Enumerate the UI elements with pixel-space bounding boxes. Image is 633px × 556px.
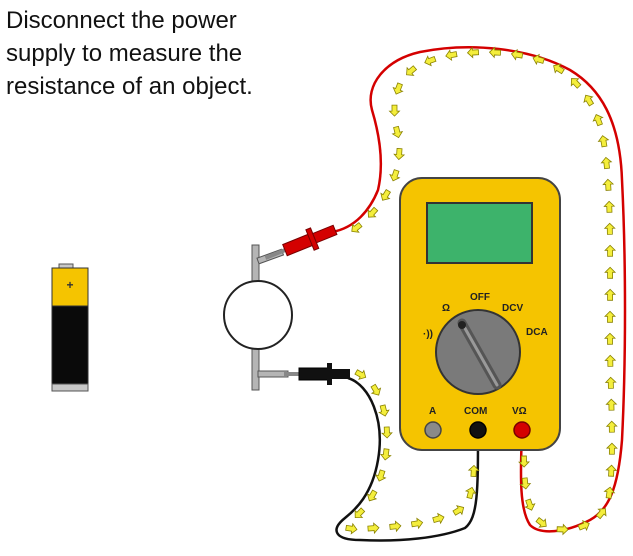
battery: + [51, 263, 89, 392]
black-probe [284, 363, 350, 385]
flow-arrow-icon [518, 455, 530, 468]
flow-arrow-icon [605, 398, 618, 411]
port-label-vohm: VΩ [512, 406, 527, 417]
flow-arrow-icon [524, 498, 536, 511]
flow-arrow-icon [605, 442, 618, 455]
flow-arrow-icon [604, 310, 616, 323]
dial-label-dcv: DCV [502, 303, 523, 314]
flow-arrow-icon [604, 354, 617, 367]
resistor-object [223, 244, 293, 391]
caption-line-1: Disconnect the power [6, 7, 237, 34]
flow-arrow-icon [380, 426, 393, 439]
multimeter-display [426, 202, 533, 264]
flow-arrow-icon [375, 469, 387, 482]
flow-arrow-icon [603, 200, 616, 213]
flow-arrow-icon [605, 420, 618, 433]
flow-arrow-icon [367, 206, 379, 218]
flow-arrow-icon [379, 448, 392, 461]
red-lead-wire [331, 46, 627, 533]
port-a[interactable] [424, 421, 442, 439]
flow-arrow-icon [392, 82, 404, 95]
instruction-caption: Disconnect the power supply to measure t… [6, 4, 336, 103]
flow-arrow-icon [603, 222, 616, 235]
dial-label-off: OFF [470, 292, 490, 303]
flow-arrow-icon [389, 169, 401, 182]
caption-line-2: supply to measure the [6, 40, 243, 67]
flow-arrow-icon [393, 148, 406, 161]
flow-arrow-icon [354, 369, 367, 380]
dial-label-ohm: Ω [442, 303, 450, 314]
flow-arrow-icon [388, 104, 401, 117]
flow-arrow-icon [389, 520, 402, 533]
flow-arrow-icon [488, 46, 502, 59]
flow-arrow-icon [604, 288, 617, 301]
flow-arrow-icon [604, 266, 617, 279]
flow-arrow-icon [370, 383, 382, 396]
flow-arrow-icon [464, 486, 477, 500]
port-vohm[interactable] [513, 421, 531, 439]
flow-arrow-icon [592, 114, 604, 127]
flow-arrow-icon [583, 94, 595, 107]
flow-arrow-icon [604, 244, 617, 257]
dial-label-continuity: ·)) [423, 329, 433, 340]
current-flow-arrows [345, 46, 618, 536]
flow-arrow-icon [570, 78, 582, 89]
flow-arrow-icon [351, 222, 363, 233]
flow-arrow-icon [432, 512, 445, 525]
flow-arrow-icon [535, 517, 547, 528]
flow-arrow-icon [597, 135, 610, 148]
flow-arrow-icon [605, 464, 618, 477]
flow-arrow-icon [452, 505, 465, 516]
battery-plus-label: + [66, 278, 73, 292]
flow-arrow-icon [519, 477, 532, 490]
flow-arrow-icon [604, 332, 616, 345]
flow-arrow-icon [366, 489, 378, 502]
flow-arrow-icon [510, 48, 524, 61]
dial-label-dca: DCA [526, 327, 548, 338]
flow-arrow-icon [602, 178, 615, 191]
flow-arrow-icon [603, 486, 616, 499]
flow-arrow-icon [556, 523, 569, 536]
port-com[interactable] [469, 421, 487, 439]
flow-arrow-icon [553, 63, 565, 75]
flow-arrow-icon [604, 376, 617, 389]
flow-arrow-icon [577, 520, 590, 532]
flow-arrow-icon [532, 53, 545, 66]
flow-arrow-icon [345, 522, 358, 535]
port-label-a: A [429, 406, 436, 417]
red-probe [264, 224, 338, 260]
caption-line-3: resistance of an object. [6, 73, 253, 100]
flow-arrow-icon [380, 188, 391, 201]
flow-arrow-icon [354, 507, 366, 519]
flow-arrow-icon [424, 55, 437, 67]
flow-arrow-icon [466, 46, 480, 59]
flow-arrow-icon [378, 404, 390, 417]
port-label-com: COM [464, 406, 487, 417]
flow-arrow-icon [445, 49, 458, 61]
flow-arrow-icon [467, 464, 480, 477]
multimeter: OFF Ω DCV DCA ·)) A COM VΩ [399, 177, 561, 451]
selector-dial[interactable] [435, 309, 521, 395]
flow-arrow-icon [410, 517, 424, 530]
black-lead-wire [335, 376, 480, 542]
flow-arrow-icon [367, 522, 380, 535]
flow-arrow-icon [600, 156, 613, 170]
flow-arrow-icon [406, 65, 418, 76]
flow-arrow-icon [391, 125, 404, 139]
flow-arrow-icon [595, 508, 607, 520]
